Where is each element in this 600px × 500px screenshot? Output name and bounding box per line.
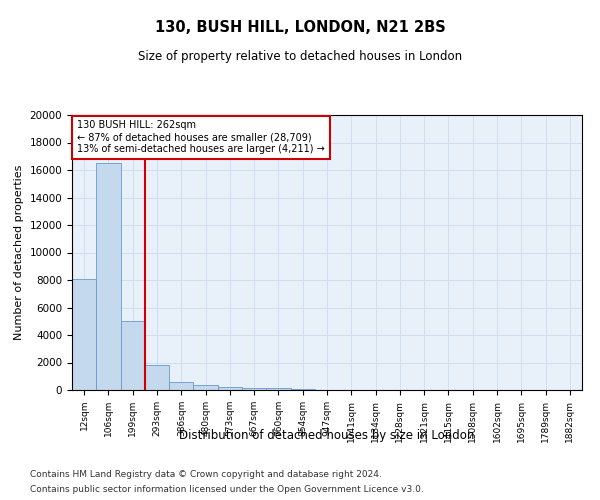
Bar: [242, 388, 266, 390]
Bar: [169, 382, 193, 390]
Text: 130, BUSH HILL, LONDON, N21 2BS: 130, BUSH HILL, LONDON, N21 2BS: [155, 20, 445, 35]
Bar: [266, 388, 290, 390]
Bar: [290, 388, 315, 390]
Text: Distribution of detached houses by size in London: Distribution of detached houses by size …: [179, 428, 475, 442]
Text: Contains public sector information licensed under the Open Government Licence v3: Contains public sector information licen…: [30, 485, 424, 494]
Bar: [121, 320, 145, 390]
Bar: [218, 387, 242, 390]
Text: Contains HM Land Registry data © Crown copyright and database right 2024.: Contains HM Land Registry data © Crown c…: [30, 470, 382, 479]
Bar: [145, 365, 169, 390]
Bar: [193, 385, 218, 390]
Bar: [72, 280, 96, 390]
Bar: [96, 163, 121, 390]
Y-axis label: Number of detached properties: Number of detached properties: [14, 165, 24, 340]
Text: 130 BUSH HILL: 262sqm
← 87% of detached houses are smaller (28,709)
13% of semi-: 130 BUSH HILL: 262sqm ← 87% of detached …: [77, 120, 325, 154]
Text: Size of property relative to detached houses in London: Size of property relative to detached ho…: [138, 50, 462, 63]
